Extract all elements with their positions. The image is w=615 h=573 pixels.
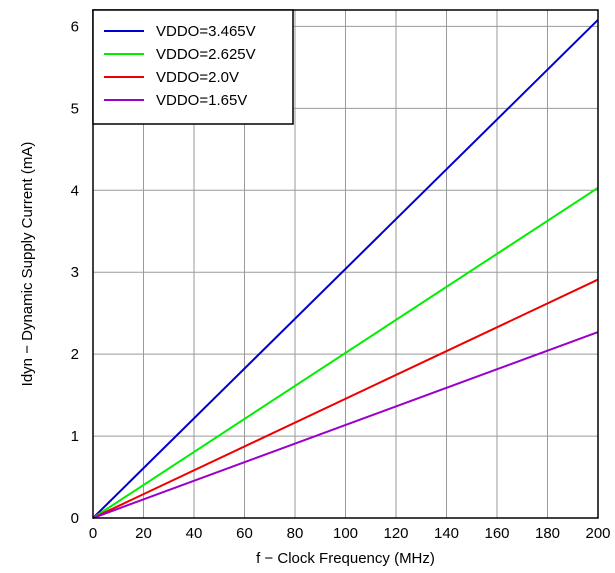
- y-axis-label: Idyn − Dynamic Supply Current (mA): [19, 142, 36, 387]
- x-tick-label: 80: [287, 525, 304, 542]
- y-tick-label: 2: [71, 346, 79, 363]
- legend-label: VDDO=3.465V: [156, 23, 256, 40]
- y-axis-ticks: 0 1 2 3 4 5 6: [71, 18, 79, 527]
- x-tick-label: 140: [434, 525, 459, 542]
- x-tick-label: 200: [585, 525, 610, 542]
- legend-label: VDDO=1.65V: [156, 92, 247, 109]
- x-tick-label: 0: [89, 525, 97, 542]
- y-tick-label: 5: [71, 100, 79, 117]
- x-axis-ticks: 0 20 40 60 80 100 120 140 160 180 200: [89, 525, 611, 542]
- y-tick-label: 4: [71, 182, 79, 199]
- x-tick-label: 180: [535, 525, 560, 542]
- x-tick-label: 100: [333, 525, 358, 542]
- x-tick-label: 20: [135, 525, 152, 542]
- x-axis-label: f − Clock Frequency (MHz): [256, 550, 435, 567]
- series-line: [92, 19, 599, 519]
- legend: VDDO=3.465V VDDO=2.625V VDDO=2.0V VDDO=1.65…: [92, 9, 294, 125]
- legend-label: VDDO=2.0V: [156, 69, 239, 86]
- series-line: [92, 331, 599, 519]
- plot-frame: [92, 9, 599, 519]
- x-tick-label: 120: [383, 525, 408, 542]
- series-lines: [92, 19, 599, 519]
- series-line: [92, 186, 599, 519]
- x-tick-label: 40: [186, 525, 203, 542]
- legend-label: VDDO=2.625V: [156, 46, 256, 63]
- x-tick-label: 160: [484, 525, 509, 542]
- series-line: [92, 278, 599, 519]
- x-tick-label: 60: [236, 525, 253, 542]
- y-tick-label: 1: [71, 428, 79, 445]
- y-tick-label: 0: [71, 510, 79, 527]
- y-tick-label: 6: [71, 18, 79, 35]
- y-tick-label: 3: [71, 264, 79, 281]
- legend-box: [92, 9, 294, 125]
